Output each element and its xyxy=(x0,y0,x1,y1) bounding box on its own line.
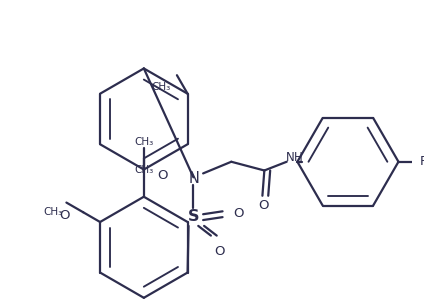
Text: O: O xyxy=(59,209,70,222)
Text: O: O xyxy=(258,199,269,212)
Text: CH₃: CH₃ xyxy=(43,207,62,217)
Text: N: N xyxy=(286,151,295,164)
Text: O: O xyxy=(215,245,225,258)
Text: CH₃: CH₃ xyxy=(134,137,153,147)
Text: O: O xyxy=(233,207,243,220)
Text: N: N xyxy=(189,171,200,186)
Text: O: O xyxy=(157,169,168,182)
Text: H: H xyxy=(294,151,303,164)
Text: F: F xyxy=(420,155,424,168)
Text: S: S xyxy=(188,209,199,224)
Text: CH₃: CH₃ xyxy=(134,165,153,174)
Text: CH₃: CH₃ xyxy=(152,82,171,92)
